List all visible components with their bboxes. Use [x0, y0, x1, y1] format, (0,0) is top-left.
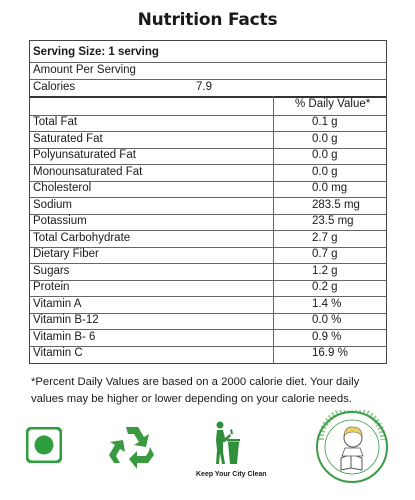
nutrient-value: 0.2 g — [312, 281, 338, 293]
calories-value: 7.9 — [196, 81, 212, 93]
nutrient-name: Vitamin B-12 — [33, 314, 99, 326]
nutrient-name: Vitamin A — [33, 297, 82, 310]
nutrient-name: Sugars — [33, 264, 70, 277]
row-divider — [30, 164, 386, 165]
nutrient-value: 0.0 g — [312, 165, 338, 178]
page-title: Nutrition Facts — [137, 10, 278, 30]
nutrient-name: Polyunsaturated Fat — [33, 149, 136, 161]
nutrient-name: Total Fat — [33, 116, 78, 128]
row-divider — [30, 312, 386, 314]
row-divider — [30, 147, 386, 149]
row-divider — [30, 180, 386, 182]
row-divider — [30, 230, 386, 231]
nutrient-value: 0.1 g — [312, 116, 338, 128]
nutrient-name: Sodium — [33, 198, 72, 211]
nutrient-name: Vitamin C — [33, 347, 83, 359]
nutrient-value: 0.0 % — [312, 314, 342, 326]
nutrient-name: Vitamin B- 6 — [33, 330, 96, 343]
nutrient-value: 1.4 % — [312, 297, 342, 310]
veg-symbol-icon — [26, 427, 62, 463]
nutrition-table: Serving Size: 1 serving Amount Per Servi… — [29, 40, 387, 364]
row-divider — [30, 213, 386, 215]
nutrient-value: 16.9 % — [312, 347, 348, 359]
divider — [30, 62, 386, 63]
nutrient-value: 0.0 mg — [312, 182, 348, 194]
row-divider — [30, 114, 386, 116]
nutrient-value: 0.9 % — [312, 330, 342, 343]
recycle-icon — [109, 427, 154, 469]
nutrient-name: Protein — [33, 281, 70, 293]
nutrient-value: 0.0 g — [312, 149, 338, 161]
nutrient-name: Monounsaturated Fat — [33, 165, 143, 178]
nutrient-value: 0.0 g — [312, 132, 338, 145]
row-divider — [30, 263, 386, 264]
nutrient-value: 2.7 g — [312, 231, 338, 244]
nutrient-name: Cholesterol — [33, 182, 92, 194]
nutrient-name: Dietary Fiber — [33, 248, 99, 260]
row-divider — [30, 296, 386, 297]
nutrient-name: Total Carbohydrate — [33, 231, 131, 244]
amount-per-serving: Amount Per Serving — [33, 64, 136, 76]
nutrient-value: 1.2 g — [312, 264, 338, 277]
row-divider — [30, 246, 386, 248]
nutrient-value: 0.7 g — [312, 248, 338, 260]
calories-label: Calories — [33, 81, 76, 93]
footnote: *Percent Daily Values are based on a 200… — [31, 376, 360, 405]
daily-value-header: % Daily Value* — [295, 98, 371, 110]
row-divider — [30, 345, 386, 347]
row-divider — [30, 329, 386, 330]
row-divider — [30, 279, 386, 281]
keep-city-clean-text: Keep Your City Clean — [196, 471, 267, 478]
column-divider — [273, 96, 274, 363]
nutrient-value: 23.5 mg — [312, 215, 354, 227]
row-divider — [30, 197, 386, 198]
nutrient-name: Potassium — [33, 215, 87, 227]
serving-size: Serving Size: 1 serving — [33, 46, 159, 58]
divider — [30, 96, 386, 98]
row-divider — [30, 131, 386, 132]
child-education-seal-icon — [316, 410, 388, 483]
nutrient-value: 283.5 mg — [312, 198, 360, 211]
keep-city-clean-icon — [216, 421, 240, 464]
divider — [30, 79, 386, 80]
nutrient-name: Saturated Fat — [33, 132, 103, 145]
